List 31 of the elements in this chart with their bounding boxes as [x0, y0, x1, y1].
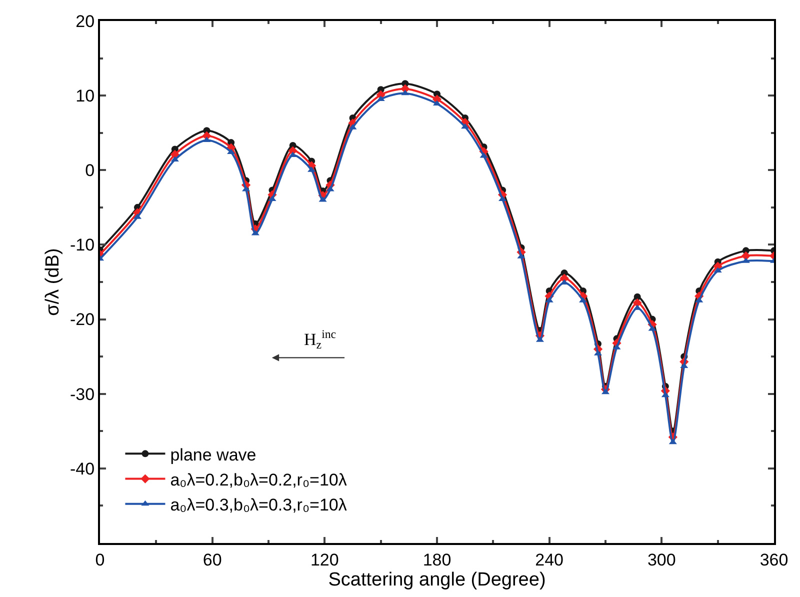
y-tick-label: -30 [70, 384, 95, 404]
y-tick-label: -20 [70, 310, 95, 330]
legend-label: a₀λ=0.2,b₀λ=0.2,r₀=10λ [170, 470, 348, 490]
x-tick-label: 180 [422, 550, 452, 570]
point [401, 90, 410, 96]
x-tick-label: 240 [535, 550, 564, 570]
y-axis-title: σ/λ (dB) [42, 248, 64, 316]
y-tick-label: -10 [70, 236, 95, 255]
x-axis-title: Scattering angle (Degree) [328, 569, 546, 590]
point [680, 362, 688, 368]
y-tick-label: 20 [76, 12, 95, 31]
x-tick-label: 360 [760, 550, 788, 570]
point [668, 438, 677, 444]
point [461, 123, 470, 129]
y-tick-label: -40 [70, 459, 95, 478]
point [632, 298, 642, 308]
point [202, 136, 211, 142]
point [741, 251, 750, 260]
legend-label: a₀λ=0.3,b₀λ=0.3,r₀=10λ [170, 496, 348, 514]
point [480, 152, 488, 158]
x-tick-label: 60 [202, 550, 222, 570]
y-tick-label: 0 [85, 161, 95, 180]
y-tick-label: 10 [76, 86, 95, 106]
x-tick-label: 120 [310, 550, 339, 570]
point [318, 196, 327, 202]
x-tick-label: 300 [647, 550, 676, 570]
point [376, 96, 385, 102]
point [714, 267, 722, 273]
legend-label: plane wave [170, 445, 256, 464]
point [661, 392, 670, 398]
point [648, 325, 656, 331]
